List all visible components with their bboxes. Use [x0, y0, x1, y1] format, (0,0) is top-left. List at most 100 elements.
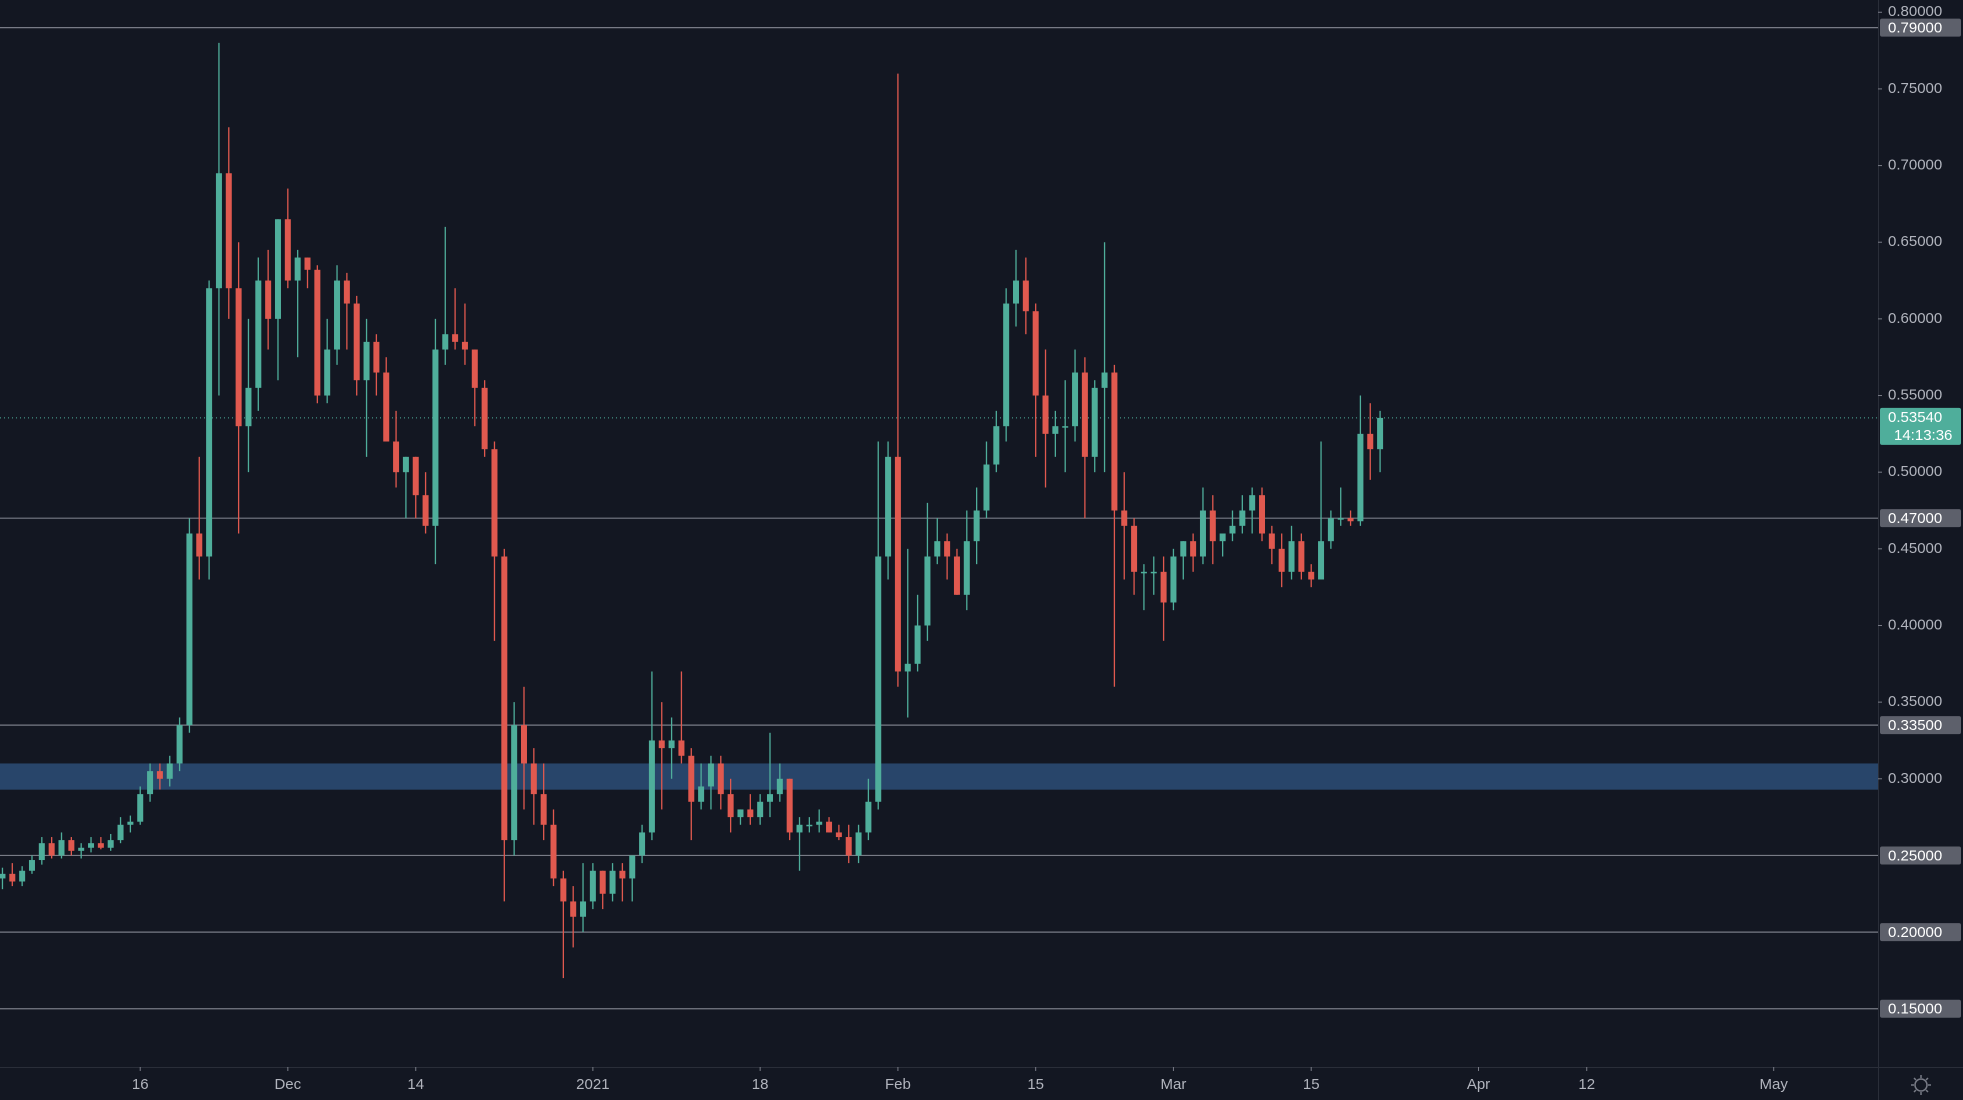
candle-body [314, 269, 321, 396]
candle-body [422, 495, 429, 526]
candle-body [993, 426, 1000, 465]
current-price-box [1880, 407, 1961, 445]
candle-body [766, 794, 773, 802]
candle-body [511, 725, 518, 841]
candle-body [678, 740, 685, 756]
candle-body [206, 288, 213, 557]
candle-body [294, 257, 301, 281]
candle-body [835, 832, 842, 838]
candle-body [1022, 280, 1029, 312]
candle-body [983, 464, 990, 511]
level-label: 0.15000 [1888, 1001, 1942, 1018]
candle-body [599, 870, 606, 894]
candle-body [865, 801, 872, 833]
x-tick-label: 14 [407, 1076, 424, 1093]
candle-body [117, 824, 124, 841]
y-tick-label: 0.50000 [1888, 463, 1942, 480]
candle-body [816, 821, 823, 825]
x-tick-label: 16 [132, 1076, 149, 1093]
candle-body [540, 794, 547, 825]
candle-body [255, 280, 262, 388]
candle-body [963, 541, 970, 595]
candle-body [707, 763, 714, 787]
level-label: 0.79000 [1888, 20, 1942, 37]
countdown-label: 14:13:36 [1894, 427, 1952, 444]
candle-body [137, 794, 144, 822]
candle-body [127, 821, 134, 825]
candle-body [9, 873, 16, 882]
candle-body [147, 771, 154, 795]
candle-body [304, 257, 311, 270]
candle-body [560, 878, 567, 902]
candle-body [343, 280, 350, 304]
candle-body [806, 824, 813, 827]
candle-body [1259, 495, 1266, 534]
candle-body [589, 870, 596, 902]
x-tick-label: 15 [1303, 1076, 1320, 1093]
candle-body [688, 755, 695, 802]
candle-body [1052, 426, 1059, 434]
candle-body [845, 837, 852, 856]
candle-body [461, 341, 468, 350]
candle-body [383, 372, 390, 442]
candle-body [1249, 495, 1256, 511]
candle-body [550, 824, 557, 879]
candle-body [570, 901, 577, 917]
candle-body [1367, 433, 1374, 450]
settings-icon[interactable] [1911, 1075, 1931, 1095]
candle-body [1062, 426, 1069, 428]
candle-body [156, 771, 163, 779]
candle-body [1377, 417, 1384, 450]
candle-body [68, 840, 75, 851]
candle-body [28, 860, 35, 871]
candle-body [914, 625, 921, 664]
candle-body [245, 387, 252, 427]
candle-body [609, 870, 616, 894]
candle-body [166, 763, 173, 779]
candle-body [363, 341, 370, 381]
x-tick-label: Dec [274, 1076, 301, 1093]
candle-body [855, 832, 862, 856]
candle-body [235, 288, 242, 427]
candle-body [48, 843, 55, 856]
candle-body [1199, 510, 1206, 557]
candle-body [0, 873, 6, 879]
level-label: 0.25000 [1888, 847, 1942, 864]
x-tick-label: Mar [1161, 1076, 1187, 1093]
level-label-box [1880, 716, 1961, 735]
candle-body [580, 901, 587, 917]
candle-body [274, 219, 281, 319]
candle-body [265, 280, 272, 319]
candle-body [924, 556, 931, 626]
level-label: 0.20000 [1888, 924, 1942, 941]
candle-body [402, 456, 409, 473]
candle-body [826, 821, 833, 833]
candle-body [491, 449, 498, 557]
candle-body [1318, 541, 1325, 580]
candle-body [648, 740, 655, 833]
candle-body [1268, 533, 1275, 549]
candle-body [481, 387, 488, 450]
y-tick-label: 0.55000 [1888, 386, 1942, 403]
candle-body [1337, 518, 1344, 520]
candle-body [698, 786, 705, 802]
candle-body [786, 778, 793, 833]
x-tick-label: Apr [1467, 1076, 1490, 1093]
x-tick-label: 18 [752, 1076, 769, 1093]
candle-body [629, 855, 636, 879]
candle-body [1170, 556, 1177, 603]
candle-body [639, 832, 646, 856]
candle-body [1327, 518, 1334, 542]
candle-body [1357, 433, 1364, 522]
y-tick-label: 0.40000 [1888, 616, 1942, 633]
candle-body [1150, 571, 1157, 574]
candle-body [324, 349, 331, 396]
candle-body [1308, 571, 1315, 580]
candle-body [1111, 372, 1118, 511]
candle-body [1042, 395, 1049, 434]
candle-body [973, 510, 980, 542]
candle-body [658, 740, 665, 749]
candle-body [1012, 280, 1019, 304]
